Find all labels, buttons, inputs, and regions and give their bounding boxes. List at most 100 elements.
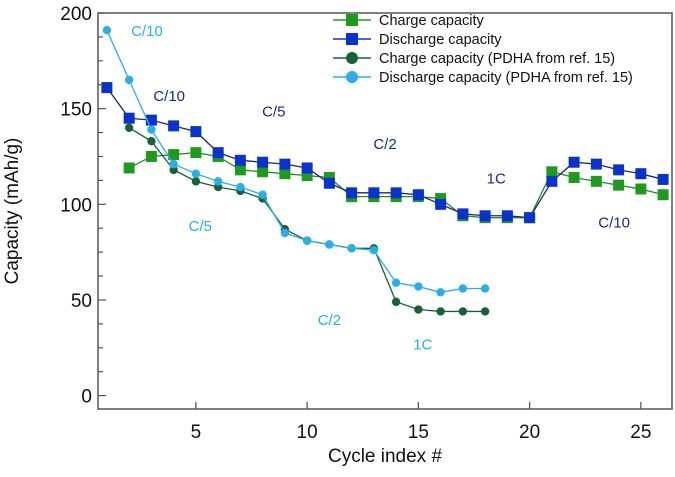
data-point	[168, 149, 180, 161]
data-point	[213, 182, 223, 192]
y-tick-label: 0	[81, 387, 92, 408]
data-point	[412, 189, 424, 201]
y-tick-label: 150	[60, 100, 92, 121]
data-point	[191, 177, 201, 186]
data-point	[169, 165, 178, 175]
data-point	[257, 156, 269, 168]
data-point	[435, 198, 447, 210]
data-point	[234, 154, 246, 166]
data-point	[236, 182, 245, 192]
data-point	[479, 210, 491, 222]
data-point	[190, 126, 202, 138]
data-point	[325, 240, 334, 249]
legend-label: Charge capacity	[379, 13, 485, 29]
x-tick-label: 5	[191, 422, 202, 443]
data-point	[124, 123, 134, 132]
data-point	[279, 158, 291, 170]
data-point	[168, 120, 180, 132]
data-point	[613, 164, 625, 176]
legend-label: Discharge capacity (PDHA from ref. 15)	[379, 70, 633, 86]
x-tick-label: 15	[408, 422, 429, 443]
data-point	[147, 136, 156, 146]
legend-label: Discharge capacity	[379, 32, 502, 48]
x-tick-label: 20	[519, 422, 540, 443]
data-point	[347, 244, 356, 253]
rate-annotation: 1C	[413, 337, 432, 354]
data-point	[435, 193, 447, 205]
data-point	[145, 114, 157, 126]
x-tick-label: 25	[630, 422, 651, 443]
data-point	[458, 284, 468, 293]
data-point	[191, 169, 201, 178]
data-point	[458, 307, 468, 316]
data-point	[546, 175, 558, 187]
data-point	[480, 284, 490, 293]
data-point	[212, 147, 224, 159]
data-point	[301, 162, 313, 174]
data-point	[590, 175, 602, 187]
data-point	[613, 179, 625, 191]
legend-label: Charge capacity (PDHA from ref. 15)	[379, 51, 615, 67]
data-point	[590, 158, 602, 170]
data-point	[436, 288, 445, 297]
data-point	[169, 159, 178, 169]
data-point	[657, 173, 669, 185]
data-point	[323, 172, 335, 184]
rate-annotation: C/10	[598, 214, 630, 231]
data-point	[391, 278, 401, 287]
rate-annotation: C/10	[131, 23, 163, 40]
rate-annotation: 1C	[487, 170, 506, 187]
rate-annotation: C/2	[318, 312, 341, 329]
data-point	[546, 166, 558, 178]
data-point	[635, 168, 647, 180]
data-point	[323, 177, 335, 189]
legend-marker	[346, 52, 358, 64]
plot-frame	[97, 12, 673, 410]
data-point	[102, 26, 112, 35]
data-point	[213, 177, 223, 186]
data-point	[124, 75, 134, 85]
y-tick-label: 100	[60, 195, 92, 216]
data-point	[346, 187, 358, 199]
data-point	[414, 282, 423, 291]
legend-item: Discharge capacity	[333, 32, 502, 48]
legend-marker	[346, 14, 358, 26]
legend-item: Charge capacity (PDHA from ref. 15)	[333, 51, 615, 67]
rate-annotation: C/5	[189, 218, 212, 235]
y-axis-label: Capacity (mAh/g)	[2, 138, 23, 285]
series-1	[101, 82, 669, 224]
data-point	[145, 150, 157, 162]
data-point	[568, 172, 580, 184]
series-3	[102, 26, 490, 297]
data-point	[369, 246, 379, 255]
data-point	[280, 228, 290, 238]
data-point	[234, 164, 246, 176]
data-point	[568, 156, 580, 168]
data-point	[301, 170, 313, 182]
data-point	[101, 82, 113, 94]
series-line	[128, 127, 486, 313]
series-0	[123, 147, 669, 224]
x-tick-label: 10	[297, 422, 318, 443]
data-point	[368, 187, 380, 199]
legend-marker	[346, 33, 358, 45]
data-point	[190, 147, 202, 159]
x-axis-label: Cycle index #	[328, 446, 442, 467]
data-point	[501, 210, 513, 222]
data-point	[524, 212, 536, 224]
data-point	[257, 166, 269, 178]
rate-annotation: C/10	[153, 88, 185, 105]
data-point	[123, 162, 135, 174]
rate-annotation: C/5	[262, 103, 285, 120]
legend: Charge capacity Discharge capacity Charge …	[333, 13, 633, 86]
data-point	[147, 125, 156, 134]
y-tick-label: 200	[60, 4, 92, 25]
data-point	[480, 307, 490, 316]
y-tick-label: 50	[71, 291, 92, 312]
legend-marker	[346, 71, 358, 83]
legend-item: Charge capacity	[333, 13, 485, 29]
data-point	[657, 189, 669, 201]
data-point	[457, 208, 469, 220]
rate-annotation: C/2	[373, 136, 396, 153]
